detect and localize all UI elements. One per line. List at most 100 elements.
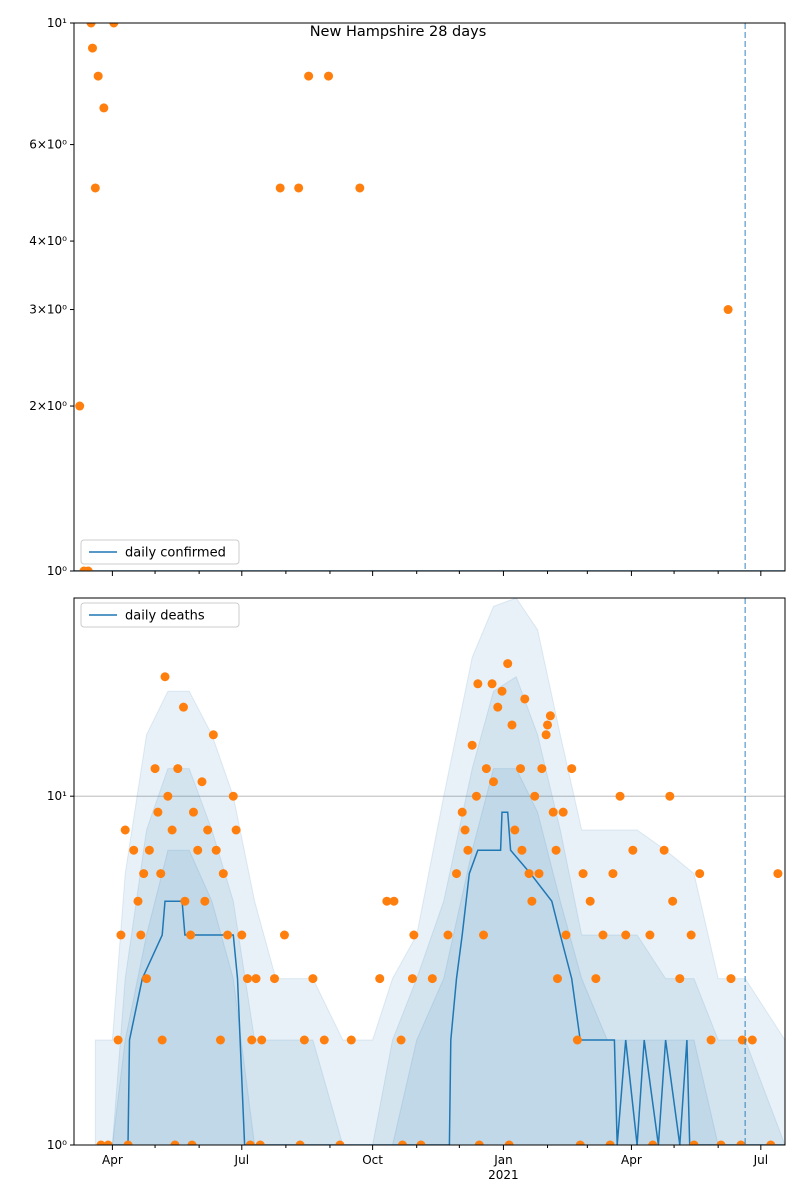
data-point bbox=[497, 686, 507, 696]
data-point bbox=[90, 183, 100, 193]
data-point bbox=[487, 679, 497, 689]
data-point bbox=[766, 1140, 776, 1145]
x-tick-label: Jul bbox=[753, 1153, 768, 1167]
data-point bbox=[96, 1140, 106, 1145]
data-point bbox=[228, 791, 238, 801]
data-point bbox=[153, 807, 163, 817]
x-tick-label: Jan bbox=[493, 1153, 513, 1167]
data-point bbox=[389, 896, 399, 906]
data-point bbox=[203, 825, 213, 835]
data-point bbox=[180, 896, 190, 906]
data-point bbox=[516, 764, 526, 774]
data-point bbox=[346, 1035, 356, 1045]
data-point bbox=[524, 869, 534, 879]
data-point bbox=[197, 777, 207, 787]
data-point bbox=[295, 1140, 305, 1145]
data-point bbox=[275, 183, 285, 193]
data-point bbox=[474, 1140, 484, 1145]
data-point bbox=[534, 869, 544, 879]
data-point bbox=[397, 1140, 407, 1145]
data-point bbox=[173, 764, 183, 774]
data-point bbox=[231, 825, 241, 835]
data-point bbox=[136, 930, 146, 940]
data-point bbox=[251, 974, 261, 984]
data-point bbox=[481, 764, 491, 774]
data-point bbox=[150, 764, 160, 774]
data-point bbox=[75, 401, 85, 411]
data-point bbox=[324, 71, 334, 81]
x-tick-label: Apr bbox=[102, 1153, 123, 1167]
data-point bbox=[167, 825, 177, 835]
y-tick-label: 6×10⁰ bbox=[29, 138, 67, 152]
data-point bbox=[605, 1140, 615, 1145]
data-point bbox=[457, 807, 467, 817]
data-point bbox=[575, 1140, 585, 1145]
data-point bbox=[567, 764, 577, 774]
data-point bbox=[279, 930, 289, 940]
data-point bbox=[93, 71, 103, 81]
data-point bbox=[695, 869, 705, 879]
data-point bbox=[520, 694, 530, 704]
data-point bbox=[416, 1140, 426, 1145]
y-tick-label: 4×10⁰ bbox=[29, 234, 67, 248]
data-point bbox=[193, 845, 203, 855]
data-point bbox=[427, 974, 437, 984]
data-point bbox=[396, 1035, 406, 1045]
plot-area bbox=[74, 598, 785, 1145]
data-point bbox=[188, 807, 198, 817]
data-point bbox=[488, 777, 498, 787]
legend-box bbox=[80, 602, 240, 628]
data-point bbox=[706, 1035, 716, 1045]
data-point bbox=[170, 1140, 180, 1145]
data-point bbox=[572, 1035, 582, 1045]
data-point bbox=[537, 764, 547, 774]
data-point bbox=[648, 1140, 658, 1145]
data-point bbox=[686, 930, 696, 940]
y-tick-label: 2×10⁰ bbox=[29, 399, 67, 413]
axes-frame bbox=[73, 597, 786, 1146]
data-point bbox=[319, 1035, 329, 1045]
data-point bbox=[304, 71, 314, 81]
data-point bbox=[716, 1140, 726, 1145]
data-point bbox=[237, 930, 247, 940]
data-point bbox=[163, 791, 173, 801]
data-point bbox=[133, 896, 143, 906]
data-point bbox=[773, 869, 783, 879]
y-tick-label: 3×10⁰ bbox=[29, 303, 67, 317]
data-point bbox=[473, 679, 483, 689]
data-point bbox=[382, 896, 392, 906]
data-point bbox=[144, 845, 154, 855]
data-point bbox=[628, 845, 638, 855]
data-point bbox=[463, 845, 473, 855]
data-point bbox=[123, 1140, 133, 1145]
data-point bbox=[160, 672, 170, 682]
data-point bbox=[527, 896, 537, 906]
data-point bbox=[308, 974, 318, 984]
data-point bbox=[689, 1140, 699, 1145]
data-point bbox=[615, 791, 625, 801]
data-point bbox=[270, 974, 280, 984]
data-point bbox=[551, 845, 561, 855]
data-point bbox=[113, 1035, 123, 1045]
data-point bbox=[142, 974, 152, 984]
data-point bbox=[86, 23, 96, 28]
y-tick-label: 10⁰ bbox=[47, 1138, 67, 1152]
plot-area bbox=[74, 23, 785, 571]
data-point bbox=[247, 1035, 257, 1045]
data-point bbox=[211, 845, 221, 855]
data-point bbox=[659, 845, 669, 855]
data-point bbox=[675, 974, 685, 984]
data-point bbox=[543, 720, 553, 730]
data-point bbox=[747, 1035, 757, 1045]
data-point bbox=[109, 23, 119, 28]
data-point bbox=[208, 730, 218, 740]
axes-frame bbox=[73, 22, 786, 572]
data-point bbox=[245, 1140, 255, 1145]
data-point bbox=[479, 930, 489, 940]
data-point bbox=[504, 1140, 514, 1145]
data-point bbox=[668, 896, 678, 906]
band bbox=[95, 676, 785, 1145]
data-point bbox=[665, 791, 675, 801]
